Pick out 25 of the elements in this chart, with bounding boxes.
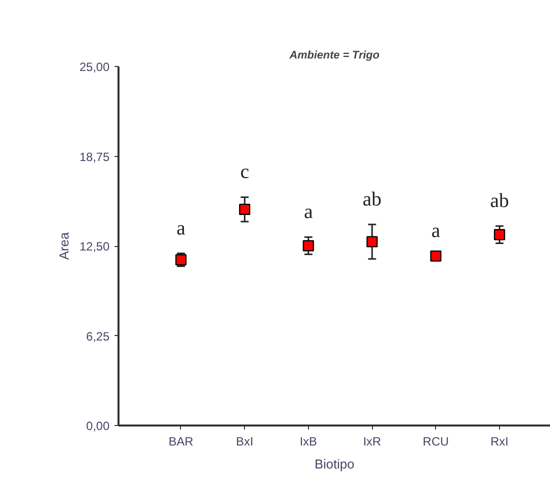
chart-title: Ambiente = Trigo	[288, 50, 380, 62]
x-tick-label: BAR	[168, 434, 194, 448]
point	[302, 240, 314, 252]
y-axis-title: Area	[56, 232, 72, 260]
y-tick-label: 0,00	[86, 419, 110, 433]
y-tick-label: 18,75	[79, 150, 110, 164]
annotation: ab	[362, 188, 382, 210]
annotation: a	[431, 220, 440, 242]
x-tick-label: BxI	[236, 434, 254, 448]
point	[430, 250, 442, 262]
y-tick-label: 12,50	[79, 240, 110, 254]
x-tick-label: RCU	[422, 434, 449, 448]
y-tick-label: 6,25	[86, 329, 110, 344]
point	[239, 204, 250, 215]
annotation: a	[304, 201, 313, 224]
x-tick-label: RxI	[490, 434, 509, 448]
annotation: c	[240, 161, 250, 184]
annotation: ab	[490, 190, 509, 212]
annotation: a	[176, 217, 186, 240]
point	[366, 236, 378, 248]
x-axis-title: Biotipo	[314, 456, 354, 472]
point	[494, 229, 506, 240]
x-tick-label: IxR	[363, 434, 382, 448]
x-tick-label: IxB	[300, 434, 318, 448]
y-tick-label: 25,00	[79, 60, 110, 74]
